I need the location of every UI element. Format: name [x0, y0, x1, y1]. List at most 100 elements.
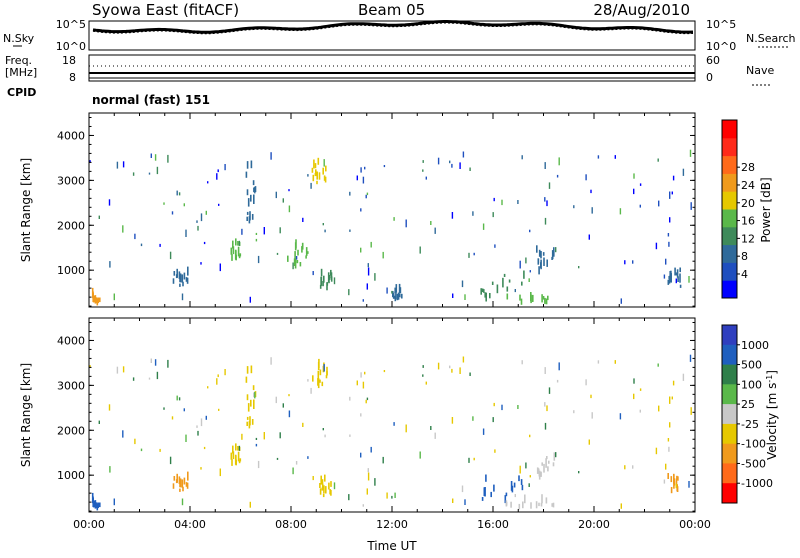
echo-cell: [356, 175, 358, 181]
echo-cell: [302, 422, 304, 427]
echo-cell: [494, 244, 496, 248]
echo-cell: [326, 282, 328, 291]
x-tick-label: 00:00: [679, 518, 711, 531]
echo-cell: [248, 421, 251, 429]
echo-cell: [367, 472, 370, 481]
echo-cell: [513, 482, 516, 488]
x-tick-label: 20:00: [578, 518, 610, 531]
echo-cell: [543, 257, 545, 266]
echo-cell: [541, 462, 543, 466]
echo-cell: [179, 482, 181, 488]
echo-cell: [246, 416, 249, 420]
echo-cell: [688, 481, 690, 488]
echo-cell: [181, 274, 184, 283]
echo-cell: [482, 223, 485, 230]
echo-cell: [528, 278, 530, 282]
echo-cell: [97, 297, 99, 303]
x-tick-label: 12:00: [376, 518, 408, 531]
velocity-echo-layer: [89, 354, 692, 511]
echo-cell: [558, 157, 560, 166]
echo-cell: [489, 293, 491, 299]
echo-cell: [520, 479, 523, 485]
colorbar-frame: [721, 119, 738, 299]
echo-cell: [632, 260, 634, 264]
echo-cell: [397, 292, 400, 300]
echo-cell: [257, 460, 260, 469]
echo-cell: [480, 288, 482, 295]
echo-cell: [553, 247, 555, 257]
plot-title: Syowa East (fitACF): [92, 1, 239, 19]
echo-cell: [672, 380, 675, 386]
echo-cell: [235, 238, 237, 246]
echo-cell: [89, 365, 91, 368]
echo-cell: [360, 452, 362, 458]
colorbar-tick-label: 16: [741, 215, 755, 228]
sky-count-line: [92, 20, 694, 34]
echo-cell: [548, 387, 551, 394]
echo-cell: [383, 370, 386, 373]
echo-cell: [501, 199, 503, 206]
colorbar-swatch: [722, 262, 737, 281]
echo-cell: [93, 295, 95, 303]
colorbar-swatch: [722, 325, 737, 346]
echo-cell: [326, 282, 329, 286]
echo-cell: [670, 273, 672, 283]
echo-cell: [255, 238, 258, 242]
echo-cell: [473, 457, 475, 461]
echo-cell: [492, 212, 494, 218]
echo-cell: [237, 446, 239, 451]
echo-cell: [670, 487, 673, 494]
echo-cell: [430, 426, 432, 430]
echo-cell: [134, 233, 136, 240]
echo-cell: [362, 504, 364, 507]
echo-cell: [279, 432, 281, 439]
echo-cell: [249, 416, 251, 426]
sky-panel-frame: [88, 20, 696, 51]
echo-cell: [481, 288, 484, 293]
echo-cell: [677, 476, 679, 481]
freq-tick-bottom: 8: [69, 71, 76, 84]
echo-cell: [544, 162, 546, 169]
echo-cell: [506, 293, 509, 300]
echo-cell: [310, 387, 312, 394]
echo-cell: [319, 488, 322, 495]
echo-cell: [159, 448, 161, 452]
echo-cell: [116, 161, 119, 169]
echo-cell: [374, 478, 376, 486]
echo-cell: [422, 374, 424, 377]
echo-cell: [163, 407, 165, 410]
echo-cell: [253, 187, 255, 193]
echo-cell: [493, 402, 495, 407]
echo-cell: [360, 167, 362, 173]
echo-cell: [238, 254, 241, 259]
echo-cell: [108, 199, 111, 206]
colorbar-swatch: [722, 137, 737, 157]
echo-cell: [306, 251, 308, 256]
echo-cell: [156, 371, 159, 380]
echo-cell: [545, 298, 548, 305]
echo-cell: [185, 277, 188, 282]
echo-cell: [639, 204, 641, 208]
echo-cell: [317, 362, 320, 371]
colorbar-swatch: [722, 443, 737, 464]
echo-cell: [207, 386, 209, 389]
echo-cell: [521, 281, 523, 286]
echo-cell: [391, 495, 393, 499]
echo-cell: [288, 410, 291, 418]
echo-cell: [321, 479, 324, 485]
velocity-axes: 1000 2000 3000 4000: [57, 318, 696, 512]
echo-cell: [320, 276, 323, 286]
echo-cell: [674, 267, 676, 276]
echo-cell: [182, 281, 184, 287]
echo-cell: [246, 211, 249, 215]
echo-cell: [556, 379, 559, 383]
echo-cell: [690, 202, 692, 210]
echo-cell: [614, 155, 616, 159]
echo-cell: [386, 287, 388, 294]
echo-cell: [324, 176, 327, 183]
echo-cell: [238, 459, 241, 464]
echo-cell: [254, 391, 256, 399]
echo-cell: [555, 452, 557, 458]
echo-cell: [307, 456, 309, 459]
echo-cell: [519, 465, 521, 474]
